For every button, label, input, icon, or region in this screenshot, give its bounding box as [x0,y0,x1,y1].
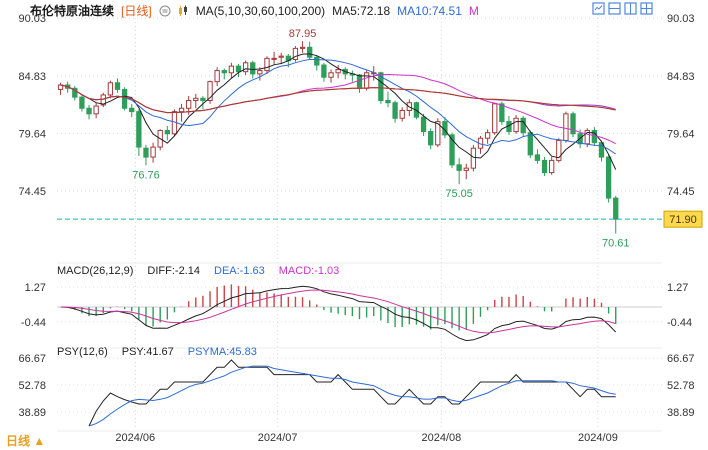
period-tag[interactable]: [日线] [121,4,152,18]
x-axis-label: 2024/07 [258,432,298,444]
ma10-line [60,58,616,155]
candle-indicator-icon[interactable] [178,5,189,17]
gridlines [57,14,662,432]
macd-dea-value: DEA:-1.63 [214,265,265,277]
price-annotation: 70.61 [602,237,630,249]
axis-label: 71.90 [669,214,697,226]
layout-split-v-icon[interactable] [624,2,637,15]
macd-params-label[interactable]: MACD(26,12,9) [57,265,134,277]
layout-grid-icon[interactable] [640,2,653,15]
chart-header: 布伦特原油连续 [日线] MA(5,10,30,60,100,200) MA5:… [30,3,479,19]
psy-value: PSY:41.67 [121,346,174,358]
macd-diff-value: DIFF:-2.14 [147,265,200,277]
axis-label: -0.44 [21,317,46,329]
y-axis-labels: 90.03 90.03 84.83 84.83 79.64 79.64 74.45 74.45… [18,13,694,419]
axis-label: 74.45 [18,186,46,198]
axis-label: 90.03 [667,13,695,25]
ma30-value-truncated: M [468,3,479,18]
psy-params-label[interactable]: PSY(12,6) [57,346,108,358]
x-axis-labels: 2024/06 2024/07 2024/08 2024/09 [115,432,617,444]
ma-params-label: MA(5,10,30,60,100,200) [195,3,326,18]
axis-label: 79.64 [18,128,46,140]
macd-diff-line [60,285,617,342]
layout-split-h-icon[interactable] [608,2,621,15]
macd-macd-value: MACD:-1.03 [278,265,340,277]
axis-label: 1.27 [25,282,46,294]
x-axis-label: 2024/06 [115,432,155,444]
price-annotation: 76.76 [132,169,160,181]
x-axis-label: 2024/08 [421,432,461,444]
axis-label: 66.67 [18,353,46,365]
axis-label: 38.89 [667,407,695,419]
candlestick-series [57,41,619,234]
ma5-value: MA5:72.18 [332,3,391,18]
ma5-line [60,53,617,170]
axis-label: 74.45 [667,186,695,198]
last-price-tag: 71.90 [663,210,703,228]
price-annotation: 75.05 [445,188,473,200]
ma200-line [60,84,616,114]
axis-label: 90.03 [18,13,46,25]
axis-label: 84.83 [667,71,695,83]
x-axis-label: 2024/09 [578,432,618,444]
psy-label-row: PSY(12,6) PSY:41.67 PSYMA:45.83 [57,346,257,358]
macd-dea-line [60,289,616,334]
psyma-line [88,365,616,427]
axis-label: 79.64 [667,128,695,140]
symbol-name[interactable]: 布伦特原油连续 [30,4,115,18]
layout-toolbar [592,2,653,15]
psy-line [88,359,616,427]
axis-label: -0.44 [667,317,692,329]
layout-single-icon[interactable] [592,2,605,15]
axis-label: 52.78 [667,380,695,392]
psyma-value: PSYMA:45.83 [187,346,257,358]
axis-label: 1.27 [667,282,688,294]
axis-label: 52.78 [18,380,46,392]
price-annotations: 87.95 76.76 75.05 70.61 [132,28,629,249]
axis-label: 66.67 [667,353,695,365]
axis-label: 84.83 [18,71,46,83]
axis-label: 38.89 [18,407,46,419]
ma10-value: MA10:74.51 [397,3,462,18]
macd-label-row: MACD(26,12,9) DIFF:-2.14 DEA:-1.63 MACD:… [57,265,339,277]
settings-icon[interactable] [159,5,171,17]
period-tab-daily[interactable]: 日线 ▲ [6,434,46,448]
price-annotation: 87.95 [289,28,317,40]
